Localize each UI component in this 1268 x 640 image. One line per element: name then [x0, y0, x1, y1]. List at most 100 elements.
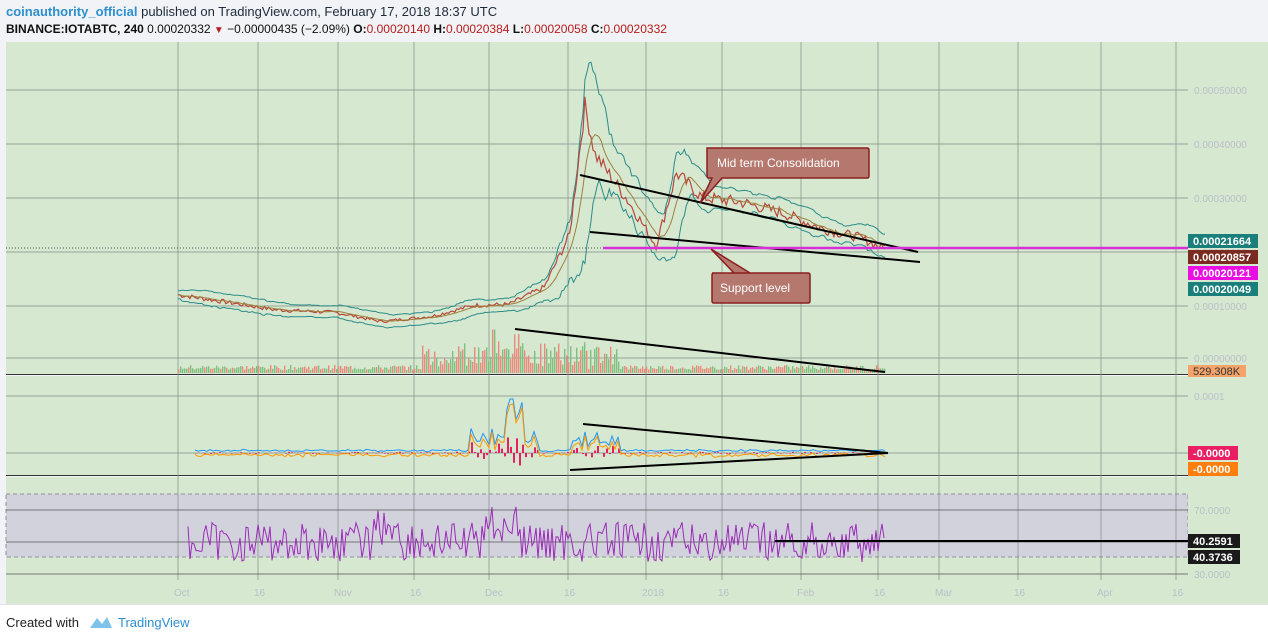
volume-bar	[802, 366, 803, 373]
volume-bar	[686, 369, 687, 373]
time-tick-label: 16	[874, 588, 886, 599]
volume-bar	[356, 369, 357, 373]
volume-bar	[520, 346, 521, 373]
time-axis	[6, 580, 1268, 604]
volume-bar	[836, 369, 837, 373]
macd-histogram-bar	[501, 449, 503, 453]
volume-bar	[354, 368, 355, 373]
svg-text:0.00021664: 0.00021664	[1193, 236, 1252, 248]
volume-bar	[492, 329, 493, 373]
volume-bar	[206, 367, 207, 373]
tradingview-link[interactable]: TradingView	[118, 615, 190, 630]
volume-bar	[842, 369, 843, 373]
macd-histogram-bar	[654, 453, 656, 454]
macd-histogram-bar	[231, 453, 233, 454]
volume-bar	[846, 365, 847, 373]
volume-bar	[190, 365, 191, 373]
volume-bar	[472, 362, 473, 373]
volume-bar	[224, 366, 225, 373]
macd-histogram-bar	[609, 453, 611, 454]
volume-bar	[484, 350, 485, 373]
volume-bar	[742, 366, 743, 373]
volume-bar	[712, 366, 713, 373]
tradingview-logo-icon	[88, 614, 114, 630]
macd-histogram-bar	[411, 452, 413, 453]
macd-histogram-bar	[573, 450, 575, 453]
volume-bar	[682, 367, 683, 373]
volume-bar	[240, 366, 241, 373]
volume-bar	[616, 349, 617, 373]
volume-bar	[560, 360, 561, 373]
macd-histogram-bar	[471, 442, 473, 453]
volume-bar	[614, 354, 615, 373]
volume-bar	[474, 347, 475, 373]
time-tick-label: 16	[564, 588, 576, 599]
macd-histogram-bar	[660, 452, 662, 453]
volume-bar	[794, 368, 795, 373]
macd-histogram-bar	[702, 452, 704, 453]
volume-bar	[586, 351, 587, 373]
volume-bar	[514, 334, 515, 373]
volume-bar	[374, 367, 375, 373]
volume-bar	[404, 366, 405, 373]
author-link[interactable]: coinauthority_official	[6, 4, 137, 19]
time-tick-label: Mar	[935, 588, 953, 599]
volume-bar	[774, 369, 775, 373]
volume-bar	[388, 369, 389, 373]
volume-bar	[740, 369, 741, 373]
volume-bar	[718, 370, 719, 373]
volume-bar	[420, 369, 421, 373]
macd-histogram-bar	[444, 452, 446, 453]
rsi-label-2: 40.3736	[1188, 550, 1240, 564]
svg-text:40.2591: 40.2591	[1193, 536, 1233, 548]
volume-bar	[566, 356, 567, 373]
macd-histogram-bar	[315, 453, 317, 454]
time-tick-label: Nov	[334, 588, 352, 599]
volume-bar	[784, 365, 785, 373]
volume-bar	[352, 369, 353, 373]
volume-bar	[546, 348, 547, 373]
volume-bar	[270, 365, 271, 373]
volume-bar	[694, 367, 695, 373]
volume-bar	[672, 366, 673, 373]
volume-bar	[480, 363, 481, 373]
volume-bar	[662, 366, 663, 373]
volume-bar	[744, 367, 745, 373]
volume-bar	[764, 369, 765, 373]
macd-histogram-bar	[594, 451, 596, 453]
volume-bar	[526, 357, 527, 373]
macd-histogram-bar	[858, 453, 860, 454]
volume-bar	[468, 359, 469, 373]
volume-bar	[518, 334, 519, 373]
volume-bar	[392, 366, 393, 373]
macd-histogram-bar	[396, 452, 398, 453]
volume-bar	[198, 368, 199, 373]
volume-bar	[452, 351, 453, 373]
volume-bar	[378, 365, 379, 373]
volume-bar	[318, 366, 319, 373]
macd-histogram-bar	[546, 452, 548, 453]
price-label-3: 0.00020121	[1188, 266, 1258, 280]
volume-bar	[390, 367, 391, 373]
volume-bar	[648, 369, 649, 373]
volume-bar	[286, 370, 287, 373]
volume-bar	[752, 367, 753, 373]
pane-divider	[6, 475, 1188, 476]
macd-histogram-bar	[288, 452, 290, 453]
last-price: 0.00020332	[147, 22, 210, 36]
volume-bar	[304, 367, 305, 373]
volume-bar	[800, 366, 801, 373]
volume-bar	[256, 366, 257, 373]
volume-bar	[554, 347, 555, 373]
macd-histogram-bar	[477, 453, 479, 457]
volume-bar	[208, 366, 209, 373]
macd-histogram-bar	[717, 452, 719, 453]
volume-bar	[670, 366, 671, 373]
volume-bar	[446, 360, 447, 373]
volume-bar	[258, 366, 259, 373]
volume-bar	[716, 369, 717, 373]
volume-bar	[572, 365, 573, 373]
macd-histogram-bar	[690, 452, 692, 453]
price-tick-label: 0.00010000	[1194, 302, 1247, 313]
